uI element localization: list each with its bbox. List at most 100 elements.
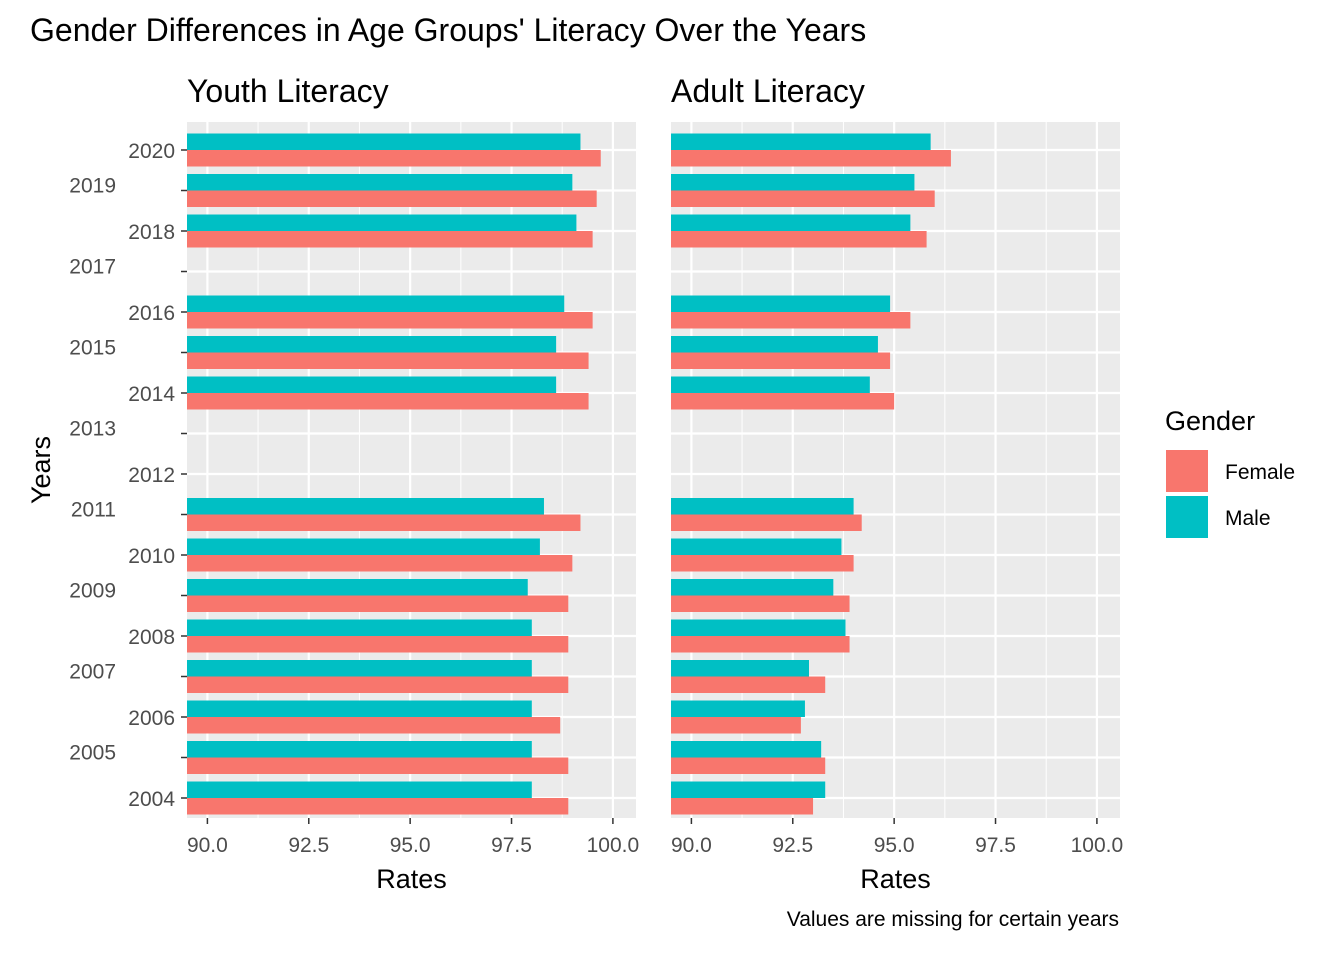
y-tick-label: 2004 [128,788,175,811]
bar-female-2006 [671,717,801,734]
x-tick-label: 95.0 [874,834,915,857]
bar-male-2006 [671,700,805,717]
x-tick-label: 97.5 [491,834,532,857]
bar-male-2011 [671,498,854,515]
x-tick-label: 90.0 [187,834,228,857]
bar-female-2015 [671,352,891,369]
y-axis-title: Years [26,436,56,504]
legend: Gender Female Male [1165,406,1295,538]
x-axis-title: Rates [376,864,447,894]
x-tick-label: 90.0 [671,834,712,857]
x-tick-label: 100.0 [1071,834,1124,857]
bar-male-2015 [187,336,557,353]
bar-male-2020 [187,133,581,150]
x-tick-label: 92.5 [772,834,813,857]
legend-title: Gender [1165,406,1255,436]
bar-male-2019 [671,174,915,191]
bar-male-2004 [187,781,532,798]
bar-female-2004 [671,798,814,815]
y-tick-label: 2009 [69,580,116,603]
bar-male-2018 [187,214,577,231]
bar-female-2019 [671,190,935,207]
y-tick-label: 2010 [128,545,175,568]
x-tick-label: 92.5 [288,834,329,857]
bar-female-2005 [187,757,569,774]
legend-label-female: Female [1225,461,1295,484]
bar-male-2016 [187,295,565,312]
bar-female-2011 [671,514,862,531]
y-tick-label: 2013 [69,418,116,441]
bar-female-2004 [187,798,569,815]
legend-key-female [1166,450,1208,492]
panel-youth: Youth Literacy 90.0 92.5 95.0 97.5 100.0 Rates… [26,73,639,894]
x-tick-label: 97.5 [975,834,1016,857]
x-axis-title: Rates [860,864,931,894]
bar-female-2018 [187,231,593,248]
bar-female-2016 [671,312,911,329]
bar-male-2016 [671,295,891,312]
x-tick-label: 95.0 [390,834,431,857]
bar-female-2009 [187,595,569,612]
bar-male-2008 [187,619,532,636]
chart-caption: Values are missing for certain years [787,908,1119,931]
bar-male-2019 [187,174,573,191]
bar-female-2015 [187,352,589,369]
bar-male-2004 [671,781,826,798]
bar-male-2009 [671,579,834,596]
y-tick-label: 2005 [69,742,116,765]
y-tick-label: 2007 [69,661,116,684]
bar-female-2010 [671,555,854,572]
legend-key-male [1166,496,1208,538]
bar-female-2008 [671,636,850,653]
bar-male-2011 [187,498,544,515]
bar-male-2014 [187,376,557,393]
bar-female-2007 [671,676,826,693]
y-tick-label: 2018 [128,221,175,244]
bar-male-2005 [671,741,822,758]
bar-male-2007 [187,660,532,677]
bar-female-2020 [671,150,951,167]
bar-female-2011 [187,514,581,531]
bar-male-2015 [671,336,878,353]
bar-female-2007 [187,676,569,693]
panel-adult: Adult Literacy 90.0 92.5 95.0 97.5 100.0 Rates [671,73,1123,894]
bar-female-2008 [187,636,569,653]
y-tick-label: 2015 [69,337,116,360]
bar-male-2010 [187,538,540,555]
y-tick-label: 2020 [128,140,175,163]
bar-male-2007 [671,660,809,677]
bar-female-2016 [187,312,593,329]
panel-title: Adult Literacy [671,73,865,109]
bar-female-2006 [187,717,561,734]
y-tick-label: 2019 [69,175,116,198]
y-tick-label: 2012 [128,464,175,487]
y-tick-label: 2006 [128,707,175,730]
panel-title: Youth Literacy [187,73,389,109]
x-tick-label: 100.0 [587,834,640,857]
bar-female-2018 [671,231,927,248]
bar-male-2008 [671,619,846,636]
bar-male-2014 [671,376,870,393]
bar-female-2009 [671,595,850,612]
y-tick-label: 2016 [128,302,175,325]
y-tick-label: 2011 [71,499,116,522]
bar-male-2005 [187,741,532,758]
bar-male-2009 [187,579,528,596]
y-tick-label: 2014 [128,383,175,406]
bar-female-2005 [671,757,826,774]
bar-male-2020 [671,133,931,150]
y-tick-label: 2017 [69,256,116,279]
bar-female-2010 [187,555,573,572]
bar-female-2019 [187,190,597,207]
chart-title: Gender Differences in Age Groups' Litera… [30,12,866,48]
chart-panels: Youth Literacy 90.0 92.5 95.0 97.5 100.0 Rates… [26,73,1123,894]
bar-female-2020 [187,150,601,167]
bar-male-2018 [671,214,911,231]
bar-female-2014 [671,393,895,410]
y-tick-label: 2008 [128,626,175,649]
legend-label-male: Male [1225,507,1271,530]
bar-male-2006 [187,700,532,717]
bar-male-2010 [671,538,842,555]
bar-female-2014 [187,393,589,410]
